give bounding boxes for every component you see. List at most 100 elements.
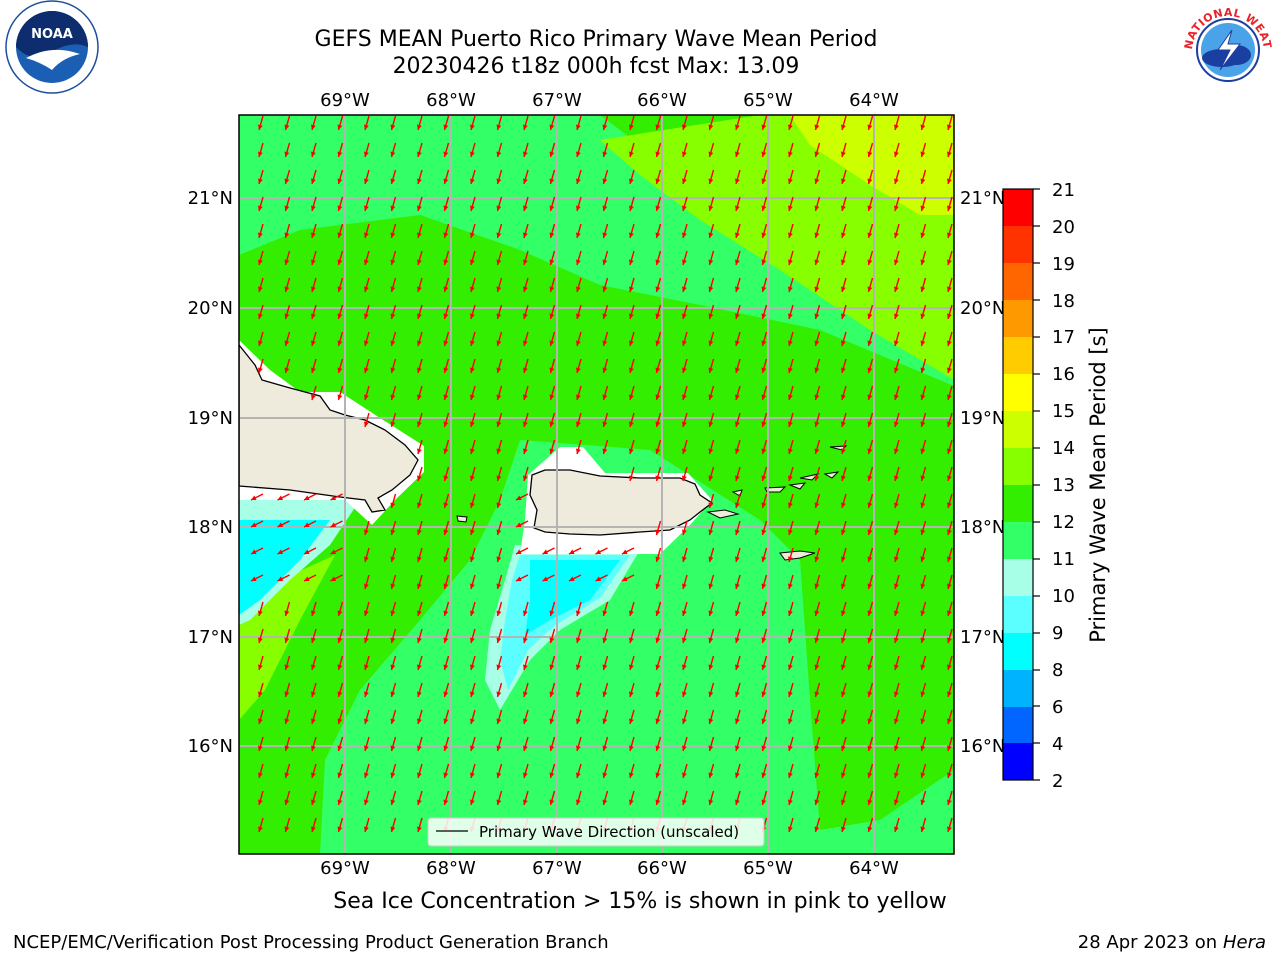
wave-arrow: [628, 169, 635, 185]
wave-arrow: [787, 682, 794, 698]
wave-arrow: [946, 520, 953, 536]
wave-arrow: [787, 493, 794, 509]
lat-label-right: 20°N: [960, 298, 1005, 319]
wave-arrow: [310, 790, 317, 806]
wave-arrow: [708, 790, 715, 806]
wave-arrow: [946, 304, 953, 320]
wave-arrow: [814, 709, 821, 725]
wave-arrow: [681, 709, 688, 725]
wave-arrow: [681, 331, 688, 347]
wave-arrow: [363, 412, 370, 428]
wave-arrow: [946, 250, 953, 266]
colorbar-tick: 16: [1052, 364, 1075, 385]
wave-arrow: [257, 169, 264, 185]
wave-arrow: [303, 574, 317, 582]
wave-arrow: [496, 601, 503, 617]
wave-arrow: [708, 439, 715, 455]
wave-arrow: [840, 763, 847, 779]
wave-arrow: [363, 223, 370, 239]
wave-arrow: [575, 385, 582, 401]
wave-arrow: [708, 493, 715, 509]
wave-arrow: [363, 547, 370, 563]
wave-arrow: [681, 439, 688, 455]
colorbar-tick: 14: [1052, 438, 1075, 459]
wave-arrow: [284, 628, 291, 644]
wave-arrow: [416, 493, 423, 509]
wave-arrow: [549, 277, 556, 293]
wave-arrow: [761, 385, 768, 401]
lon-label-bottom: 65°W: [743, 858, 793, 879]
wave-arrow: [337, 736, 344, 752]
wave-arrow: [469, 331, 476, 347]
wave-arrow: [946, 196, 953, 212]
wave-arrow: [867, 763, 874, 779]
wave-arrow: [443, 709, 450, 725]
wave-arrow: [867, 466, 874, 482]
wave-arrow: [814, 304, 821, 320]
wave-arrow: [337, 385, 344, 401]
wave-arrow: [522, 250, 529, 266]
wave-arrow: [946, 331, 953, 347]
wave-arrow: [946, 736, 953, 752]
wave-arrow: [337, 817, 344, 833]
wave-arrow: [893, 250, 900, 266]
wave-arrow: [469, 709, 476, 725]
wave-arrow: [708, 358, 715, 374]
wave-arrow: [337, 790, 344, 806]
wave-arrow: [549, 250, 556, 266]
wave-arrow: [761, 790, 768, 806]
wave-arrow: [920, 196, 927, 212]
wave-arrow: [920, 520, 927, 536]
wave-arrow: [277, 547, 290, 555]
st-john-island: [788, 482, 807, 490]
wave-arrow: [893, 142, 900, 158]
wave-arrow: [496, 655, 503, 671]
wave-arrow: [708, 169, 715, 185]
wave-arrow: [734, 547, 741, 563]
wave-arrow: [628, 223, 635, 239]
wave-arrow: [330, 574, 343, 582]
wave-arrow: [734, 574, 741, 590]
legend-label: Primary Wave Direction (unscaled): [479, 823, 739, 841]
wave-arrow: [390, 736, 397, 752]
wave-arrow: [840, 790, 847, 806]
wave-arrow: [761, 439, 768, 455]
wave-arrow: [814, 763, 821, 779]
wave-arrow: [655, 385, 662, 401]
wave-arrow: [814, 628, 821, 644]
wave-arrow: [761, 763, 768, 779]
wave-arrow: [920, 655, 927, 671]
colorbar-ticks: 2 4 6 8 9 10 11 12 13 14 15 16 17 18 19 …: [1052, 180, 1075, 792]
wave-arrow: [250, 520, 264, 528]
wave-arrow: [469, 358, 476, 374]
colorbar-swatch: [1003, 522, 1033, 559]
wave-arrow: [277, 493, 290, 501]
wave-arrow: [284, 142, 291, 158]
colorbar-swatch: [1003, 448, 1033, 485]
wave-arrow: [761, 358, 768, 374]
wave-arrow: [628, 385, 635, 401]
wave-arrow: [363, 304, 370, 320]
wave-arrow: [655, 736, 662, 752]
wave-arrow: [840, 493, 847, 509]
wave-arrow: [840, 250, 847, 266]
wave-arrow: [469, 223, 476, 239]
wave-arrow: [920, 817, 927, 833]
wave-arrow: [443, 655, 450, 671]
wave-arrow: [946, 547, 953, 563]
wave-arrow: [575, 358, 582, 374]
wave-arrow: [310, 709, 317, 725]
wave-arrow: [496, 520, 503, 536]
st-thomas-island: [764, 486, 787, 493]
wave-arrow: [761, 196, 768, 212]
wave-arrow: [761, 655, 768, 671]
wave-arrow: [787, 142, 794, 158]
wave-arrow: [310, 628, 317, 644]
wave-arrow: [946, 763, 953, 779]
wave-arrow: [814, 682, 821, 698]
wave-arrow: [946, 628, 953, 644]
wave-arrow: [787, 547, 794, 563]
wave-arrow: [337, 601, 344, 617]
wave-arrow: [257, 223, 264, 239]
wave-arrow: [787, 736, 794, 752]
